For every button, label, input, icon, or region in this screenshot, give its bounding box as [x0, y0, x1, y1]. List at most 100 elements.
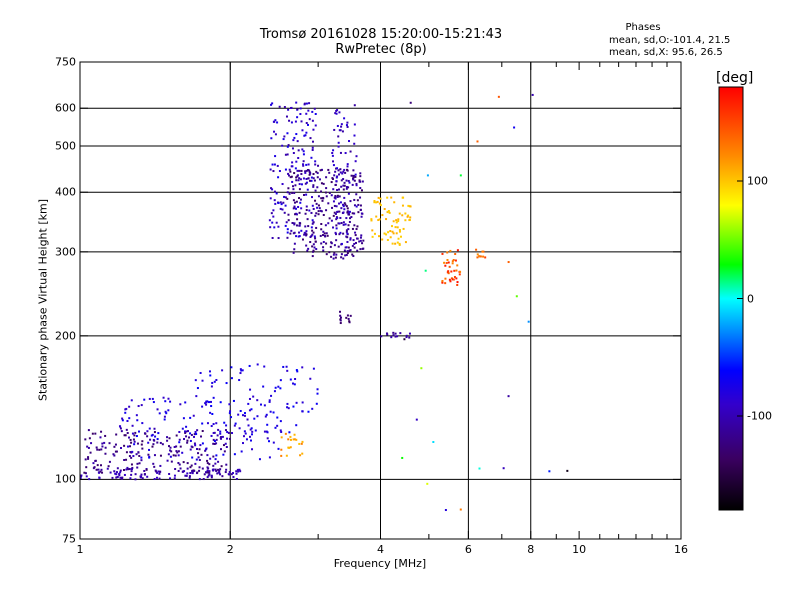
colorbar-tick-label: -100: [747, 409, 772, 423]
data-point: [347, 317, 350, 320]
data-point: [134, 431, 137, 434]
data-point: [194, 430, 197, 433]
data-point: [304, 182, 307, 185]
data-point: [295, 101, 298, 104]
data-point: [273, 163, 276, 166]
data-point: [212, 442, 215, 445]
data-point: [182, 417, 185, 420]
colorbar-tick-label: 0: [747, 292, 754, 305]
data-point: [402, 196, 405, 199]
data-point: [225, 445, 228, 448]
data-point: [288, 168, 291, 171]
data-point: [300, 120, 303, 123]
data-point: [213, 442, 216, 445]
data-point: [312, 184, 315, 187]
data-point: [270, 187, 273, 190]
data-point: [336, 195, 339, 198]
data-point: [251, 448, 254, 451]
data-point: [238, 379, 241, 382]
data-point: [129, 438, 132, 441]
data-point: [224, 471, 227, 474]
data-point: [205, 403, 208, 406]
data-point: [195, 433, 198, 436]
data-point: [125, 428, 128, 431]
data-point: [310, 179, 313, 182]
data-point: [95, 468, 98, 471]
data-point: [268, 456, 271, 459]
data-point: [138, 454, 141, 457]
data-point: [287, 446, 290, 449]
data-point: [189, 416, 192, 419]
data-point: [201, 422, 204, 425]
data-point: [225, 468, 228, 471]
data-point: [345, 230, 348, 233]
data-point: [378, 218, 381, 221]
data-point: [201, 405, 204, 408]
data-point: [349, 314, 352, 317]
data-point: [213, 380, 216, 383]
data-point: [92, 462, 95, 465]
data-point: [230, 377, 233, 380]
data-point: [275, 192, 278, 195]
data-point: [476, 256, 479, 259]
data-point: [316, 176, 319, 179]
data-point: [293, 433, 296, 436]
data-point: [327, 168, 330, 171]
data-point: [218, 469, 221, 472]
data-point: [189, 448, 192, 451]
data-point: [286, 197, 289, 200]
data-point: [345, 205, 348, 208]
data-point: [322, 214, 325, 217]
data-point: [271, 102, 274, 105]
data-point: [123, 473, 126, 476]
data-point: [409, 216, 412, 219]
data-point: [391, 242, 394, 245]
data-point: [119, 425, 122, 428]
data-point: [203, 473, 206, 476]
data-point: [129, 445, 132, 448]
data-point: [159, 464, 162, 467]
data-point: [312, 177, 315, 180]
data-point: [344, 223, 347, 226]
data-point: [353, 242, 356, 245]
data-point: [177, 454, 180, 457]
data-point: [447, 261, 450, 264]
data-point: [212, 396, 215, 399]
data-point: [103, 441, 106, 444]
data-point: [383, 208, 386, 211]
data-point: [156, 408, 159, 411]
data-point: [342, 211, 345, 214]
data-point: [293, 242, 296, 245]
data-point: [114, 450, 117, 453]
data-point: [274, 119, 277, 122]
data-point: [362, 247, 365, 250]
colorbar-tick-label: 100: [747, 174, 768, 188]
data-point: [360, 215, 363, 218]
data-point: [302, 193, 305, 196]
data-point: [140, 404, 143, 407]
data-point: [286, 402, 289, 405]
data-point: [119, 476, 122, 479]
chart-title: Tromsø 20161028 15:20:00-15:21:43: [259, 27, 503, 42]
data-point: [476, 253, 479, 256]
data-point: [286, 406, 289, 409]
data-point: [313, 246, 316, 249]
data-point: [221, 435, 224, 438]
data-point: [356, 225, 359, 228]
data-point: [210, 476, 213, 479]
data-point: [148, 427, 151, 430]
data-point: [273, 226, 276, 229]
data-point: [136, 462, 139, 465]
data-point: [138, 430, 141, 433]
data-point: [351, 183, 354, 186]
data-point: [140, 459, 143, 462]
data-point: [305, 209, 308, 212]
data-point: [99, 436, 102, 439]
data-point: [101, 445, 104, 448]
data-point: [343, 196, 346, 199]
data-point: [140, 443, 143, 446]
data-point: [409, 205, 412, 208]
data-point: [387, 231, 390, 234]
data-point: [355, 193, 358, 196]
data-point: [135, 435, 138, 438]
